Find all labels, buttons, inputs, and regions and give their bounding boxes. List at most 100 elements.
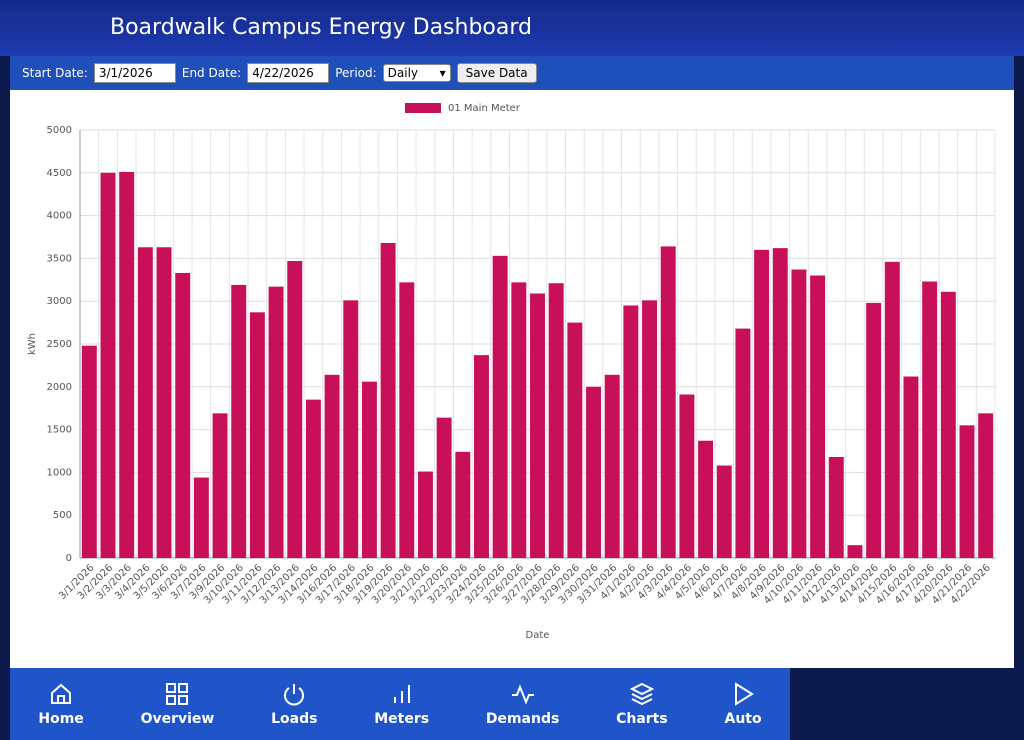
y-tick-label: 3500: [47, 253, 72, 264]
bar: [959, 425, 975, 558]
bar: [623, 305, 639, 558]
nav-label: Charts: [616, 711, 668, 727]
y-tick-label: 2000: [47, 382, 72, 393]
bar: [119, 171, 135, 558]
legend-swatch: [405, 103, 441, 113]
bar: [940, 291, 956, 558]
nav-label: Demands: [485, 711, 560, 727]
bar: [474, 355, 489, 558]
bar: [175, 272, 191, 558]
bar: [193, 477, 209, 558]
bar: [343, 300, 359, 558]
icon-overview: [166, 683, 189, 705]
bar: [604, 374, 620, 558]
nav-bar: Home Overview Loads Meters Demands Chart…: [10, 668, 790, 740]
nav-overview[interactable]: Overview: [140, 681, 215, 727]
y-tick-label: 1000: [47, 467, 72, 478]
bar: [586, 386, 601, 558]
bar: [642, 300, 658, 558]
bar: [305, 399, 321, 558]
bar: [380, 242, 396, 558]
y-tick-label: 0: [66, 553, 72, 564]
bar: [455, 451, 471, 558]
bar: [772, 248, 788, 559]
y-tick-label: 3000: [47, 296, 72, 307]
icon-loads: [284, 684, 305, 706]
icon-home: [51, 683, 72, 704]
bar: [492, 255, 508, 558]
nav-label: Auto: [724, 711, 762, 727]
nav-auto[interactable]: Auto: [724, 681, 762, 727]
bar: [698, 440, 714, 558]
bar: [399, 282, 415, 558]
y-tick-label: 4000: [47, 211, 72, 222]
bar: [417, 471, 433, 558]
nav-demands[interactable]: Demands: [486, 681, 559, 727]
bar: [249, 312, 265, 558]
bar: [922, 281, 938, 558]
bar: [361, 381, 377, 558]
bar: [679, 394, 695, 558]
bar: [903, 376, 919, 558]
nav-label: Home: [38, 711, 84, 727]
period-select[interactable]: Daily ▾: [382, 64, 451, 82]
chart: 01 Main Meter 0 500 1000 1500 2000 2500 3000 350…: [10, 90, 1014, 668]
header: Boardwalk Campus Energy Dashboard: [0, 0, 1024, 56]
y-tick-label: 5000: [47, 125, 72, 136]
controls: Start Date: 3/1/2026 End Date: 4/22/2026…: [10, 56, 1014, 90]
y-tick-label: 500: [53, 510, 72, 521]
start-input[interactable]: 3/1/2026: [93, 63, 176, 83]
bar: [716, 465, 732, 558]
nav-meters[interactable]: Meters: [374, 681, 429, 727]
bar: [324, 374, 340, 558]
y-tick-label: 2500: [47, 339, 72, 350]
y-tick-label: 1500: [47, 425, 72, 436]
legend-label: 01 Main Meter: [448, 103, 521, 114]
bar: [866, 302, 882, 558]
nav-label: Meters: [374, 711, 430, 727]
bar: [287, 260, 303, 558]
x-axis-label: Date: [526, 630, 550, 641]
title: Boardwalk Campus Energy Dashboard: [110, 15, 532, 40]
nav-loads[interactable]: Loads: [271, 681, 317, 727]
bar: [268, 286, 284, 558]
nav-charts[interactable]: Charts: [616, 681, 668, 727]
bar: [81, 345, 97, 558]
bar: [978, 413, 994, 558]
nav-label: Loads: [271, 711, 318, 727]
icon-auto: [735, 682, 754, 706]
bar: [548, 283, 564, 558]
bar: [137, 247, 153, 558]
bar: [660, 246, 676, 558]
bar: [212, 413, 228, 558]
bar: [791, 269, 807, 558]
bar: [735, 328, 751, 558]
bar: [884, 261, 900, 558]
nav-home[interactable]: Home: [38, 681, 84, 727]
bar: [231, 284, 247, 558]
end-input[interactable]: 4/22/2026: [247, 63, 330, 83]
icon-demands: [511, 684, 534, 705]
period-value: Daily: [387, 66, 419, 80]
nav-label: Overview: [140, 711, 215, 727]
y-axis-label: kWh: [27, 333, 38, 355]
bar: [530, 293, 545, 558]
period-label: Period:: [335, 66, 377, 80]
bar: [847, 545, 863, 558]
bar: [511, 282, 527, 558]
bar: [754, 249, 770, 558]
bar: [567, 322, 583, 558]
end-label: End Date:: [181, 66, 242, 80]
bar: [810, 275, 826, 558]
icon-meters: [393, 685, 410, 703]
icon-charts: [629, 682, 655, 706]
y-tick-label: 4500: [47, 168, 72, 179]
bar: [156, 247, 172, 558]
bar: [100, 172, 116, 559]
bar: [436, 417, 452, 558]
select-arrow: ▾: [439, 66, 446, 80]
start-label: Start Date:: [22, 66, 88, 80]
save-button[interactable]: Save Data: [456, 63, 537, 83]
bar: [828, 456, 844, 558]
